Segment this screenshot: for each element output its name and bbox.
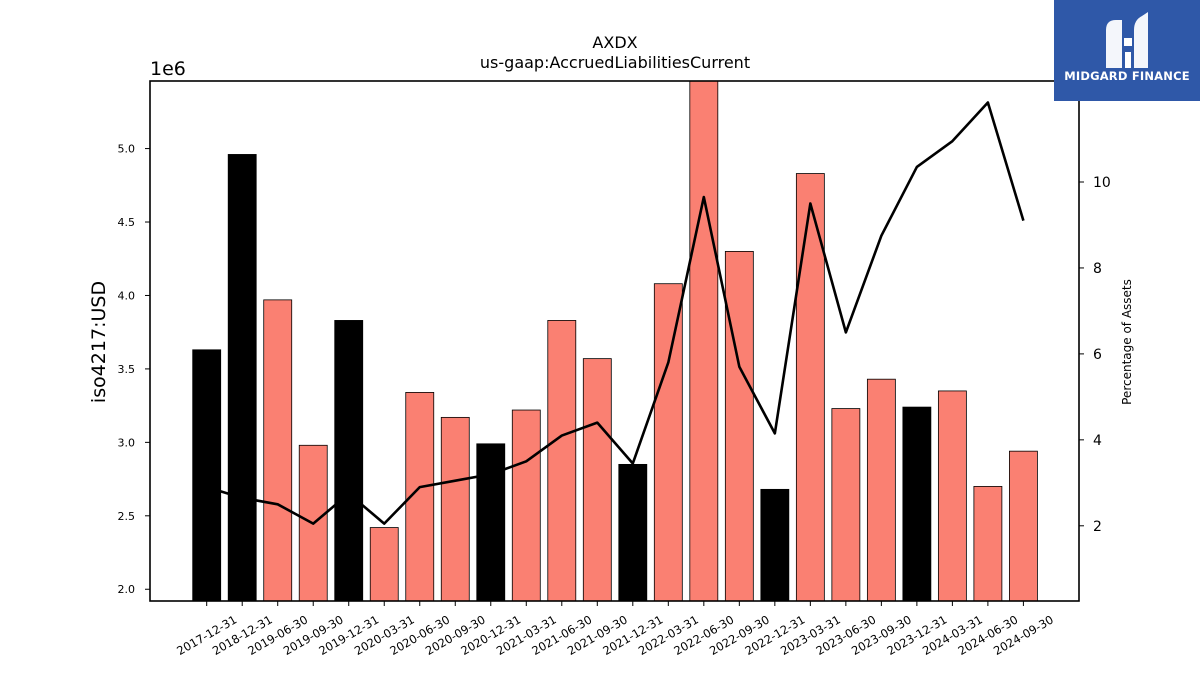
bar-2022-06-30 bbox=[689, 80, 719, 602]
y-axis-label: iso4217:USD bbox=[88, 281, 110, 403]
bar-2020-03-31 bbox=[369, 527, 399, 602]
bar-2023-09-30 bbox=[866, 378, 896, 602]
percentage-line bbox=[206, 101, 1025, 525]
bar-2024-09-30 bbox=[1009, 450, 1038, 602]
y2-tick-label: 2 bbox=[1093, 519, 1102, 535]
bar-2023-03-31 bbox=[795, 173, 825, 602]
y-offset-label: 1e6 bbox=[150, 58, 186, 80]
chart-subtitle: us-gaap:AccruedLiabilitiesCurrent bbox=[480, 53, 750, 72]
bar-2018-12-31 bbox=[227, 154, 257, 602]
bar-2021-12-31 bbox=[618, 463, 648, 602]
plot-frame bbox=[149, 80, 1080, 602]
bar-2017-12-31 bbox=[192, 349, 222, 602]
y-tick-label: 5.0 bbox=[118, 143, 136, 156]
bar-2022-03-31 bbox=[653, 283, 683, 602]
bar-2024-03-31 bbox=[937, 390, 967, 602]
y-tick-label: 4.0 bbox=[118, 289, 136, 302]
bar-2022-12-31 bbox=[760, 488, 790, 602]
bar-2019-06-30 bbox=[263, 299, 293, 602]
y-tick-label: 3.0 bbox=[118, 436, 136, 449]
y2-tick-label: 10 bbox=[1093, 175, 1111, 191]
bar-2021-06-30 bbox=[547, 320, 577, 602]
chart-title: AXDX bbox=[592, 33, 637, 52]
bar-2023-12-31 bbox=[902, 406, 932, 602]
y2-tick-label: 4 bbox=[1093, 433, 1102, 449]
y2-axis-label: Percentage of Assets bbox=[1120, 279, 1134, 405]
brand-logo: MIDGARD FINANCE bbox=[1054, 0, 1200, 101]
bar-2019-12-31 bbox=[334, 320, 364, 602]
bar-2021-09-30 bbox=[582, 358, 612, 602]
y2-tick-label: 6 bbox=[1093, 347, 1102, 363]
bar-2020-09-30 bbox=[440, 416, 470, 602]
y-tick-label: 2.0 bbox=[118, 583, 136, 596]
y-tick-label: 2.5 bbox=[118, 510, 136, 523]
bar-2022-09-30 bbox=[724, 250, 754, 602]
midgard-logo-icon bbox=[1106, 12, 1148, 68]
y-tick-label: 4.5 bbox=[118, 216, 136, 229]
logo-text: MIDGARD FINANCE bbox=[1064, 69, 1190, 83]
y-tick-label: 3.5 bbox=[118, 363, 136, 376]
bar-2020-12-31 bbox=[476, 443, 506, 602]
bar-2024-06-30 bbox=[973, 486, 1003, 602]
y2-tick-label: 8 bbox=[1093, 261, 1102, 277]
bar-2021-03-31 bbox=[511, 409, 541, 602]
bar-2023-06-30 bbox=[831, 408, 861, 602]
